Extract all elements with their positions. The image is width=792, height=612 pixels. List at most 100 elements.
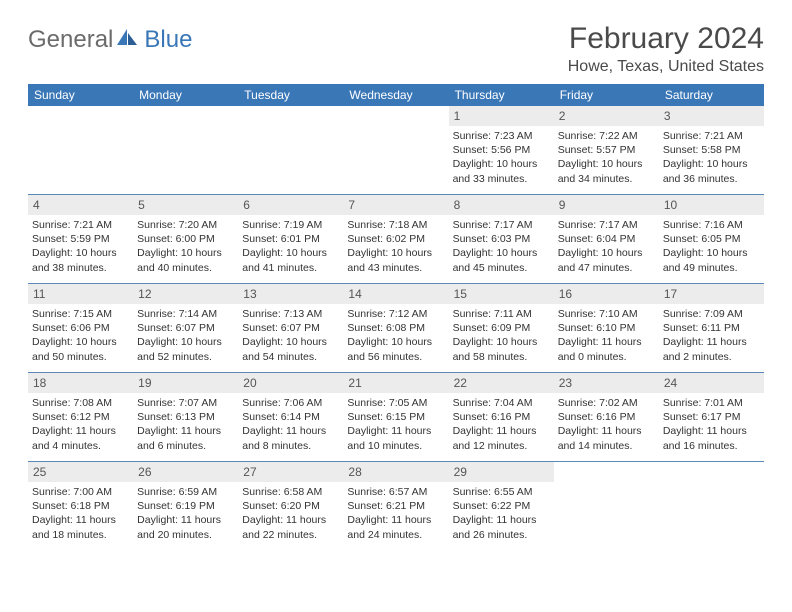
sunrise-text: Sunrise: 7:17 AM [453,218,550,232]
day-cell: 20Sunrise: 7:06 AMSunset: 6:14 PMDayligh… [238,373,343,461]
day-number: 22 [449,373,554,393]
sunrise-text: Sunrise: 7:12 AM [347,307,444,321]
sunrise-text: Sunrise: 7:05 AM [347,396,444,410]
day-number: 25 [28,462,133,482]
sunrise-text: Sunrise: 7:04 AM [453,396,550,410]
sunrise-text: Sunrise: 6:57 AM [347,485,444,499]
daylight-text: Daylight: 11 hours and 26 minutes. [453,513,550,541]
daylight-text: Daylight: 10 hours and 40 minutes. [137,246,234,274]
sunset-text: Sunset: 6:08 PM [347,321,444,335]
sunset-text: Sunset: 6:07 PM [242,321,339,335]
daylight-text: Daylight: 10 hours and 47 minutes. [558,246,655,274]
day-number: 8 [449,195,554,215]
sunrise-text: Sunrise: 7:23 AM [453,129,550,143]
day-cell: 11Sunrise: 7:15 AMSunset: 6:06 PMDayligh… [28,284,133,372]
day-number: 21 [343,373,448,393]
daylight-text: Daylight: 11 hours and 8 minutes. [242,424,339,452]
day-number: 12 [133,284,238,304]
sunset-text: Sunset: 6:10 PM [558,321,655,335]
day-number: 16 [554,284,659,304]
day-cell: 7Sunrise: 7:18 AMSunset: 6:02 PMDaylight… [343,195,448,283]
weekday-monday: Monday [133,84,238,106]
location: Howe, Texas, United States [568,58,764,76]
sunrise-text: Sunrise: 7:16 AM [663,218,760,232]
sunset-text: Sunset: 6:09 PM [453,321,550,335]
sunrise-text: Sunrise: 7:21 AM [32,218,129,232]
day-cell: 21Sunrise: 7:05 AMSunset: 6:15 PMDayligh… [343,373,448,461]
day-number: 20 [238,373,343,393]
daylight-text: Daylight: 10 hours and 56 minutes. [347,335,444,363]
sunrise-text: Sunrise: 7:13 AM [242,307,339,321]
day-cell: 5Sunrise: 7:20 AMSunset: 6:00 PMDaylight… [133,195,238,283]
weekday-saturday: Saturday [659,84,764,106]
daylight-text: Daylight: 10 hours and 45 minutes. [453,246,550,274]
sunset-text: Sunset: 6:20 PM [242,499,339,513]
sunrise-text: Sunrise: 7:09 AM [663,307,760,321]
sunrise-text: Sunrise: 7:20 AM [137,218,234,232]
day-number: 14 [343,284,448,304]
day-cell: 15Sunrise: 7:11 AMSunset: 6:09 PMDayligh… [449,284,554,372]
sunrise-text: Sunrise: 7:21 AM [663,129,760,143]
sunset-text: Sunset: 6:13 PM [137,410,234,424]
day-cell: 28Sunrise: 6:57 AMSunset: 6:21 PMDayligh… [343,462,448,550]
month-title: February 2024 [568,22,764,56]
sunrise-text: Sunrise: 7:14 AM [137,307,234,321]
day-number: 29 [449,462,554,482]
day-number: 28 [343,462,448,482]
day-number: 27 [238,462,343,482]
daylight-text: Daylight: 11 hours and 22 minutes. [242,513,339,541]
sunrise-text: Sunrise: 7:01 AM [663,396,760,410]
weekday-tuesday: Tuesday [238,84,343,106]
day-number: 19 [133,373,238,393]
day-number: 18 [28,373,133,393]
daylight-text: Daylight: 10 hours and 38 minutes. [32,246,129,274]
day-number: 4 [28,195,133,215]
day-cell: 22Sunrise: 7:04 AMSunset: 6:16 PMDayligh… [449,373,554,461]
sunset-text: Sunset: 5:58 PM [663,143,760,157]
sunset-text: Sunset: 6:06 PM [32,321,129,335]
day-cell: 4 Sunrise: 7:21 AMSunset: 5:59 PMDaylight… [28,195,133,283]
day-cell: 10Sunrise: 7:16 AMSunset: 6:05 PMDayligh… [659,195,764,283]
day-number: 6 [238,195,343,215]
day-cell: 23Sunrise: 7:02 AMSunset: 6:16 PMDayligh… [554,373,659,461]
daylight-text: Daylight: 11 hours and 20 minutes. [137,513,234,541]
day-cell: 17Sunrise: 7:09 AMSunset: 6:11 PMDayligh… [659,284,764,372]
week-row: 1Sunrise: 7:23 AMSunset: 5:56 PMDaylight… [28,106,764,194]
day-cell: 16Sunrise: 7:10 AMSunset: 6:10 PMDayligh… [554,284,659,372]
sunrise-text: Sunrise: 7:08 AM [32,396,129,410]
week-row: 4Sunrise: 7:21 AMSunset: 5:59 PMDaylight… [28,194,764,283]
weekday-header-row: Sunday Monday Tuesday Wednesday Thursday… [28,84,764,106]
sunrise-text: Sunrise: 6:59 AM [137,485,234,499]
daylight-text: Daylight: 10 hours and 34 minutes. [558,157,655,185]
day-cell [343,106,448,194]
day-cell: 19Sunrise: 7:07 AMSunset: 6:13 PMDayligh… [133,373,238,461]
day-number: 1 [449,106,554,126]
calendar-page: General Blue February 2024 Howe, Texas, … [0,0,792,570]
sunset-text: Sunset: 6:15 PM [347,410,444,424]
sunrise-text: Sunrise: 7:18 AM [347,218,444,232]
sunrise-text: Sunrise: 7:17 AM [558,218,655,232]
day-cell: 12Sunrise: 7:14 AMSunset: 6:07 PMDayligh… [133,284,238,372]
sunrise-text: Sunrise: 7:19 AM [242,218,339,232]
sunset-text: Sunset: 6:01 PM [242,232,339,246]
week-row: 25Sunrise: 7:00 AMSunset: 6:18 PMDayligh… [28,461,764,550]
day-cell: 2 Sunrise: 7:22 AMSunset: 5:57 PMDaylight… [554,106,659,194]
day-cell: 8Sunrise: 7:17 AMSunset: 6:03 PMDaylight… [449,195,554,283]
day-cell: 26Sunrise: 6:59 AMSunset: 6:19 PMDayligh… [133,462,238,550]
sunrise-text: Sunrise: 7:10 AM [558,307,655,321]
sunset-text: Sunset: 5:59 PM [32,232,129,246]
day-number: 10 [659,195,764,215]
sunset-text: Sunset: 6:12 PM [32,410,129,424]
sunset-text: Sunset: 6:02 PM [347,232,444,246]
day-number: 7 [343,195,448,215]
sunrise-text: Sunrise: 7:00 AM [32,485,129,499]
day-number: 2 [554,106,659,126]
sunset-text: Sunset: 6:19 PM [137,499,234,513]
daylight-text: Daylight: 10 hours and 58 minutes. [453,335,550,363]
weekday-thursday: Thursday [449,84,554,106]
sunrise-text: Sunrise: 7:06 AM [242,396,339,410]
sunrise-text: Sunrise: 7:22 AM [558,129,655,143]
sunrise-text: Sunrise: 7:07 AM [137,396,234,410]
sunset-text: Sunset: 5:57 PM [558,143,655,157]
logo-sail-icon [115,26,139,54]
